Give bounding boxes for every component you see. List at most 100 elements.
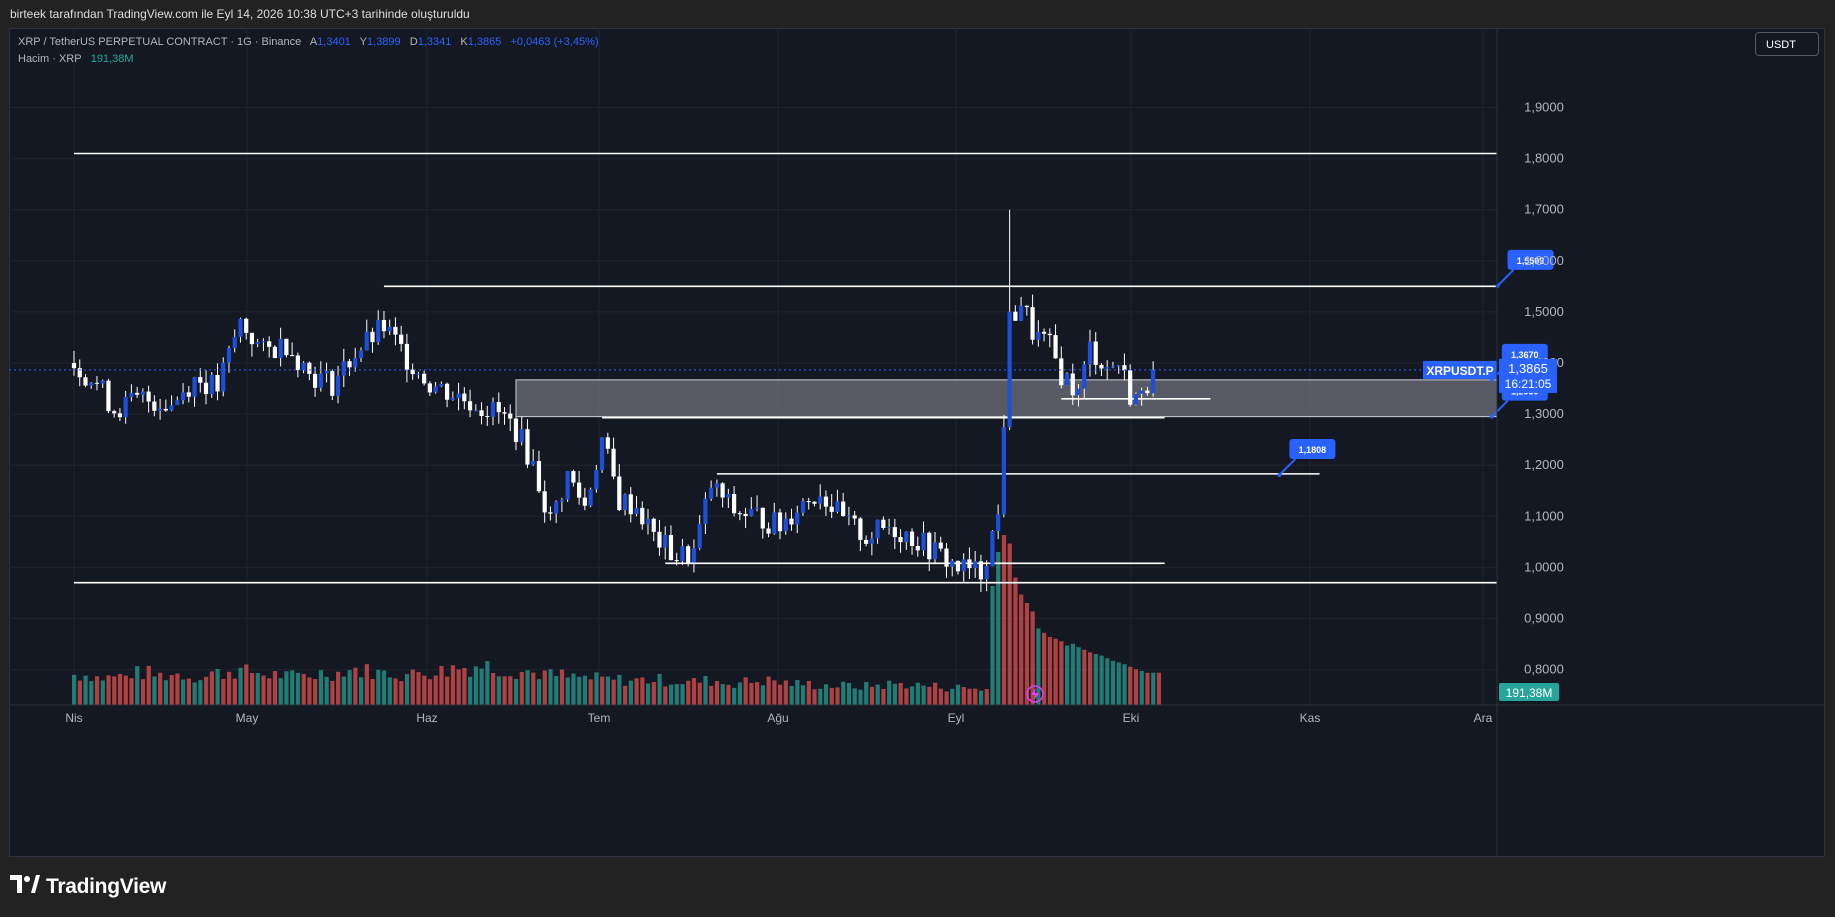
price-chart[interactable]: 1,55091,36701,29501,18081,90001,80001,70… bbox=[9, 28, 1825, 857]
volume-bar bbox=[674, 684, 679, 705]
volume-bar bbox=[795, 680, 800, 705]
candle-body bbox=[841, 501, 846, 517]
volume-bar bbox=[1024, 603, 1030, 705]
volume-bar bbox=[657, 673, 662, 705]
currency-button[interactable]: USDT bbox=[1755, 32, 1819, 56]
volume-bar bbox=[146, 665, 151, 705]
candle-body bbox=[829, 506, 834, 512]
volume-bar bbox=[910, 686, 915, 705]
volume-bar bbox=[175, 673, 180, 705]
volume-badge-value: 191,38M bbox=[1506, 686, 1553, 700]
candle-body bbox=[697, 523, 702, 549]
candle-body bbox=[714, 483, 719, 488]
volume-bar bbox=[255, 673, 260, 705]
candle-body bbox=[932, 542, 938, 560]
volume-bar bbox=[1042, 632, 1047, 705]
volume-bar bbox=[135, 666, 140, 705]
volume-bar bbox=[829, 687, 834, 705]
volume-bar bbox=[244, 664, 249, 705]
volume-bar bbox=[869, 686, 875, 705]
symbol-title: XRP / TetherUS PERPETUAL CONTRACT · 1G ·… bbox=[18, 36, 302, 48]
volume-bar bbox=[381, 670, 387, 705]
candle-body bbox=[370, 331, 375, 343]
candle-body bbox=[284, 338, 289, 356]
candle-body bbox=[869, 538, 874, 544]
symbol-badge-label: XRPUSDT.P bbox=[1426, 364, 1493, 378]
candle-body bbox=[674, 560, 679, 562]
candle-body bbox=[645, 518, 651, 525]
volume-bar bbox=[1047, 637, 1052, 705]
candle-body bbox=[1030, 307, 1035, 340]
price-tick-label: 1,1000 bbox=[1524, 508, 1564, 523]
candle-body bbox=[272, 346, 277, 359]
candle-body bbox=[984, 566, 989, 580]
candle-body bbox=[766, 528, 771, 534]
candle-body bbox=[312, 373, 318, 388]
candle-body bbox=[399, 334, 404, 344]
volume-bar bbox=[140, 679, 146, 705]
candle-body bbox=[990, 530, 995, 567]
volume-bar bbox=[571, 673, 576, 705]
volume-bar bbox=[221, 678, 226, 705]
candle-body bbox=[77, 368, 82, 378]
volume-bar bbox=[737, 682, 743, 705]
candle-body bbox=[663, 535, 668, 548]
candle-body bbox=[422, 373, 427, 384]
candle-body bbox=[944, 548, 949, 567]
volume-bar bbox=[818, 688, 823, 705]
volume-bar bbox=[1065, 645, 1070, 705]
candle-body bbox=[657, 531, 662, 548]
volume-bar bbox=[209, 671, 214, 705]
time-tick-label: Kas bbox=[1300, 711, 1321, 725]
volume-bar bbox=[634, 678, 639, 705]
callout-label: 1,1808 bbox=[1299, 445, 1327, 455]
volume-bar bbox=[852, 688, 857, 705]
volume-bar bbox=[336, 671, 341, 705]
candle-body bbox=[668, 535, 674, 561]
volume-bar bbox=[548, 669, 553, 705]
volume-bar bbox=[106, 675, 111, 705]
volume-bar bbox=[330, 680, 335, 705]
candle-body bbox=[1053, 335, 1058, 359]
candle-body bbox=[743, 513, 748, 517]
candle-body bbox=[83, 377, 88, 386]
brand-name: TradingView bbox=[46, 875, 167, 898]
candle-body bbox=[89, 382, 94, 386]
candle-body bbox=[536, 461, 542, 492]
candle-body bbox=[691, 548, 697, 563]
candle-body bbox=[1087, 341, 1093, 365]
volume-bar bbox=[542, 670, 547, 705]
candle-body bbox=[588, 489, 593, 506]
candle-body bbox=[599, 437, 605, 470]
candle-body bbox=[364, 331, 369, 351]
candle-body bbox=[387, 326, 392, 332]
price-tick-label: 1,3000 bbox=[1524, 406, 1564, 421]
callout-box bbox=[1501, 343, 1548, 364]
candle-body bbox=[594, 469, 599, 490]
volume-bar bbox=[290, 670, 295, 705]
volume-bar bbox=[347, 670, 352, 705]
volume-bar bbox=[508, 676, 513, 705]
volume-bar bbox=[1128, 666, 1133, 705]
candle-body bbox=[835, 501, 840, 512]
volume-bar bbox=[990, 586, 995, 705]
volume-bar bbox=[491, 672, 496, 705]
candle-body bbox=[1076, 388, 1081, 396]
volume-bar bbox=[427, 679, 433, 705]
candle-body bbox=[548, 512, 553, 514]
change-value: +0,0463 (+3,45%) bbox=[510, 36, 599, 48]
volume-bar bbox=[835, 687, 840, 705]
lightning-icon-bolt bbox=[1031, 688, 1039, 700]
candle-body bbox=[358, 350, 364, 358]
volume-bar bbox=[496, 676, 501, 705]
candle-body bbox=[1122, 365, 1127, 371]
candle-body bbox=[341, 361, 346, 376]
candle-body bbox=[198, 377, 203, 383]
candle-body bbox=[938, 542, 943, 549]
price-tick-label: 1,6000 bbox=[1524, 253, 1564, 268]
high-label: Y bbox=[359, 36, 368, 48]
candle-body bbox=[123, 396, 128, 418]
candle-body bbox=[525, 429, 530, 465]
candle-body bbox=[1099, 364, 1104, 369]
